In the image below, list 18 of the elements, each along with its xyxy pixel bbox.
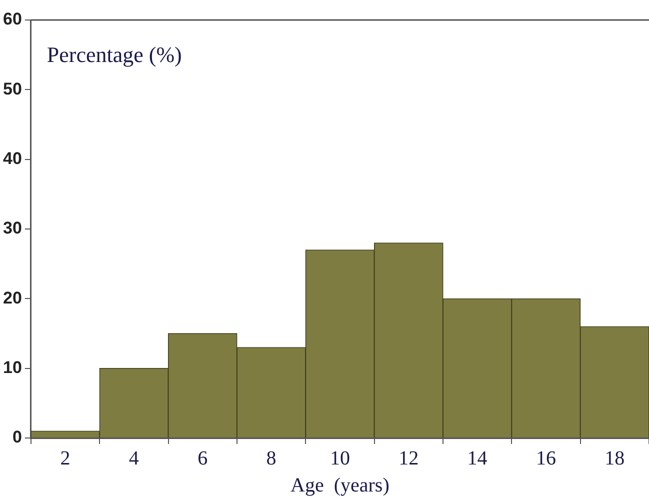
- x-tick-label: 14: [467, 447, 488, 470]
- y-tick-label: 20: [2, 288, 22, 308]
- x-tick-label: 4: [128, 447, 139, 470]
- x-tick-label: 10: [330, 447, 350, 470]
- y-tick-label: 60: [2, 10, 22, 29]
- x-axis-title: Age (years): [290, 474, 390, 496]
- y-tick-label: 40: [2, 149, 22, 168]
- y-tick-label: 50: [2, 79, 22, 98]
- y-tick-label: 0: [12, 428, 22, 447]
- x-tick-label: 6: [198, 447, 208, 470]
- y-tick-label: 10: [2, 358, 22, 378]
- x-tick-label: 16: [536, 447, 556, 470]
- x-tick-label: 8: [266, 447, 276, 470]
- x-tick-label: 18: [604, 447, 625, 470]
- x-tick-label: 12: [398, 447, 419, 470]
- y-axis-title: Percentage (%): [46, 42, 182, 67]
- y-tick-label: 30: [2, 218, 22, 238]
- x-tick-label: 2: [60, 447, 70, 470]
